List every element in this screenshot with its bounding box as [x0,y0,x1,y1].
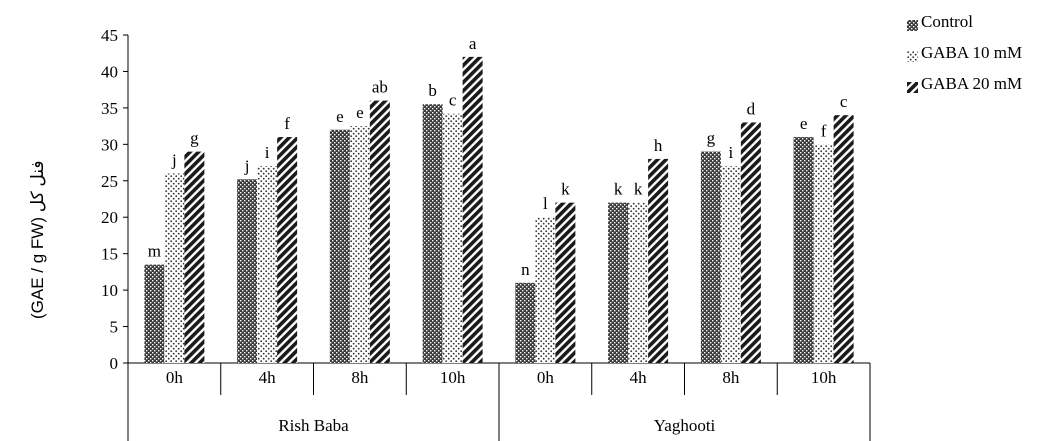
chart-axes: 0 5 10 15 20 25 30 35 40 45 0h 4h 8h 10h 0h 4h 8h 10h Rish… [101,26,871,441]
bar-significance-label: k [634,180,643,199]
bar-significance-label: i [265,143,270,162]
chart-bars [144,56,854,363]
bar-significance-label: i [729,143,734,162]
bar-significance-label: k [614,180,623,199]
legend-swatch-graphic [907,51,918,62]
x-tick-label: 8h [351,368,369,387]
x-tick-label: 8h [722,368,740,387]
y-tick-label: 45 [101,26,118,45]
y-tick-label: 10 [101,281,118,300]
bar-dense [515,282,536,363]
y-tick-label: 15 [101,245,118,264]
bar-significance-label: h [654,136,663,155]
bar-significance-label: j [244,156,250,175]
bar-significance-label: n [521,260,530,279]
bar-significance-label: e [800,114,808,133]
chart-legend: Control GABA 10 mM GABA 20 mM [907,6,1022,99]
bar-dense [700,151,721,363]
y-tick-label: 5 [110,318,119,337]
x-tick-label: 10h [811,368,837,387]
legend-label-gaba-20: GABA 20 mM [921,73,1023,93]
bar-dense [144,264,165,363]
x-tick-label: 0h [166,368,184,387]
bar-diagonal [740,122,761,363]
bar-dense [237,179,258,363]
bar-significance-label: g [190,129,199,148]
group-label: Rish Baba [278,416,349,435]
bar-significance-label: m [148,242,161,261]
y-tick-label: 0 [110,354,119,373]
bar-significance-label: c [840,92,848,111]
bar-diagonal [555,202,576,363]
bar-significance-label: f [821,121,827,140]
y-tick-label: 40 [101,62,118,81]
legend-label-gaba-10: GABA 10 mM [921,42,1023,62]
bar-significance-label: c [449,91,457,110]
legend-swatch-gaba-10 [907,47,918,62]
y-tick-label: 35 [101,99,118,118]
bar-diagonal [277,137,298,363]
bar-significance-label: g [707,129,716,148]
bar-dense [329,129,350,363]
x-tick-label: 4h [259,368,277,387]
bar-significance-label: d [747,99,756,118]
legend-swatch-graphic [907,20,918,31]
x-tick-label: 10h [440,368,466,387]
y-axis-label: (GAE / g FW) فنل کل [28,160,47,319]
bar-dots [813,144,834,363]
bar-diagonal [833,115,854,363]
bar-significance-label: a [469,34,477,53]
bar-dense [422,104,443,363]
bar-significance-label: b [428,81,437,100]
legend-item-control: Control [907,6,1022,37]
group-label: Yaghooti [654,416,716,435]
y-tick-label: 25 [101,172,118,191]
legend-label-control: Control [921,11,973,31]
bar-dots [442,113,463,363]
bar-diagonal [648,158,669,363]
bar-significance-label: j [171,150,177,169]
x-tick-label: 0h [537,368,555,387]
bar-diagonal [184,151,205,363]
y-tick-label: 30 [101,135,118,154]
bar-significance-label: e [336,107,344,126]
legend-swatch-graphic [907,82,918,93]
bar-diagonal [369,100,390,363]
bar-dots [257,166,278,363]
bar-significance-label: e [356,103,364,122]
bar-dots [535,217,556,363]
bar-dots [349,126,370,363]
bar-dense [793,137,814,363]
bar-significance-label: l [543,194,548,213]
bar-dots [720,166,741,363]
bar-dots [164,173,185,363]
legend-swatch-fill [907,82,918,93]
bar-significance-label: ab [372,78,388,97]
x-tick-label: 4h [630,368,648,387]
bar-diagonal [462,56,483,363]
bar-dots [628,202,649,363]
bar-significance-label: k [561,180,570,199]
legend-swatch-fill [907,20,918,31]
bar-dense [608,202,629,363]
bar-significance-label: f [284,114,290,133]
y-tick-label: 20 [101,208,118,227]
legend-swatch-gaba-20 [907,78,918,93]
legend-item-gaba-10: GABA 10 mM [907,37,1022,68]
legend-swatch-fill [907,51,918,62]
legend-item-gaba-20: GABA 20 mM [907,68,1022,99]
legend-swatch-control [907,16,918,31]
